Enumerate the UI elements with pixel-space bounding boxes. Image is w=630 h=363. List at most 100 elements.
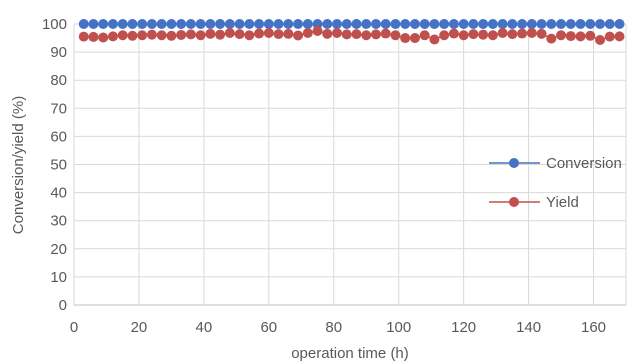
x-tick-label: 20 xyxy=(131,319,148,336)
x-tick-label: 160 xyxy=(581,319,606,336)
data-point-conversion xyxy=(595,19,606,29)
data-point-conversion xyxy=(78,19,89,29)
data-point-yield xyxy=(575,31,586,42)
legend-item-yield: Yield xyxy=(489,194,579,211)
data-point-conversion xyxy=(517,19,528,29)
data-point-yield xyxy=(595,35,606,46)
data-point-yield xyxy=(468,29,479,40)
data-point-yield xyxy=(137,30,148,41)
y-tick-label: 100 xyxy=(42,16,67,33)
data-point-conversion xyxy=(419,19,430,29)
legend: Conversion Yield xyxy=(489,155,622,211)
data-point-yield xyxy=(458,30,469,41)
data-point-conversion xyxy=(478,19,489,29)
x-tick-label: 40 xyxy=(196,319,213,336)
data-point-yield xyxy=(517,28,528,39)
data-point-conversion xyxy=(468,19,479,29)
data-point-yield xyxy=(409,33,420,44)
data-point-conversion xyxy=(117,19,128,29)
x-tick-label: 0 xyxy=(70,319,78,336)
y-tick-label: 60 xyxy=(50,128,67,145)
series-conversion xyxy=(78,19,625,29)
data-point-yield xyxy=(302,27,313,38)
y-tick-label: 10 xyxy=(50,269,67,286)
data-point-conversion xyxy=(536,19,547,29)
data-point-conversion xyxy=(322,19,333,29)
data-point-yield xyxy=(263,27,274,38)
data-point-yield xyxy=(234,29,245,40)
x-tick-label: 100 xyxy=(386,319,411,336)
data-point-conversion xyxy=(293,19,304,29)
legend-marker-conversion xyxy=(509,158,519,168)
data-point-conversion xyxy=(224,19,235,29)
data-point-yield xyxy=(478,29,489,40)
series-yield xyxy=(78,26,625,46)
data-point-conversion xyxy=(205,19,216,29)
data-point-conversion xyxy=(487,19,498,29)
data-point-yield xyxy=(254,28,265,39)
data-point-conversion xyxy=(263,19,274,29)
data-point-conversion xyxy=(244,19,255,29)
data-point-conversion xyxy=(185,19,196,29)
y-tick-labels: 0 10 20 30 40 50 60 70 80 90 100 xyxy=(42,16,67,314)
data-point-conversion xyxy=(234,19,245,29)
data-point-conversion xyxy=(273,19,284,29)
data-point-conversion xyxy=(98,19,109,29)
data-point-conversion xyxy=(526,19,537,29)
y-tick-label: 20 xyxy=(50,241,67,258)
x-tick-label: 60 xyxy=(260,319,277,336)
y-tick-label: 70 xyxy=(50,100,67,117)
legend-label-conversion: Conversion xyxy=(546,155,622,172)
data-point-yield xyxy=(497,27,508,38)
series-layer xyxy=(78,19,625,46)
data-point-yield xyxy=(565,31,576,42)
gridlines xyxy=(73,23,627,306)
data-point-conversion xyxy=(448,19,459,29)
data-point-conversion xyxy=(497,19,508,29)
data-point-conversion xyxy=(302,19,313,29)
data-point-yield xyxy=(546,33,557,44)
data-point-yield xyxy=(380,28,391,39)
data-point-conversion xyxy=(370,19,381,29)
data-point-yield xyxy=(400,33,411,44)
data-point-conversion xyxy=(146,19,157,29)
data-point-conversion xyxy=(458,19,469,29)
data-point-conversion xyxy=(556,19,567,29)
data-point-yield xyxy=(156,30,167,41)
data-point-conversion xyxy=(215,19,226,29)
y-tick-label: 90 xyxy=(50,44,67,61)
data-point-conversion xyxy=(409,19,420,29)
data-point-conversion xyxy=(283,19,294,29)
data-point-conversion xyxy=(176,19,187,29)
data-point-yield xyxy=(487,30,498,41)
data-point-yield xyxy=(117,30,128,41)
y-tick-label: 80 xyxy=(50,72,67,89)
data-point-yield xyxy=(146,29,157,40)
data-point-yield xyxy=(78,31,89,42)
x-tick-label: 80 xyxy=(325,319,342,336)
data-point-conversion xyxy=(429,19,440,29)
data-point-yield xyxy=(439,30,450,41)
data-point-yield xyxy=(127,30,138,41)
data-point-yield xyxy=(361,30,372,41)
data-point-conversion xyxy=(546,19,557,29)
data-point-yield xyxy=(322,28,333,39)
data-point-conversion xyxy=(127,19,138,29)
x-tick-label: 140 xyxy=(516,319,541,336)
data-point-yield xyxy=(244,30,255,41)
data-point-yield xyxy=(370,29,381,40)
data-point-yield xyxy=(312,26,323,37)
data-point-yield xyxy=(224,27,235,38)
data-point-yield xyxy=(614,31,625,42)
data-point-conversion xyxy=(604,19,615,29)
data-point-conversion xyxy=(585,19,596,29)
data-point-conversion xyxy=(400,19,411,29)
y-tick-label: 30 xyxy=(50,213,67,230)
data-point-conversion xyxy=(88,19,99,29)
data-point-yield xyxy=(585,30,596,41)
data-point-conversion xyxy=(156,19,167,29)
x-tick-label: 120 xyxy=(451,319,476,336)
x-axis-title: operation time (h) xyxy=(291,345,409,362)
data-point-yield xyxy=(536,28,547,39)
